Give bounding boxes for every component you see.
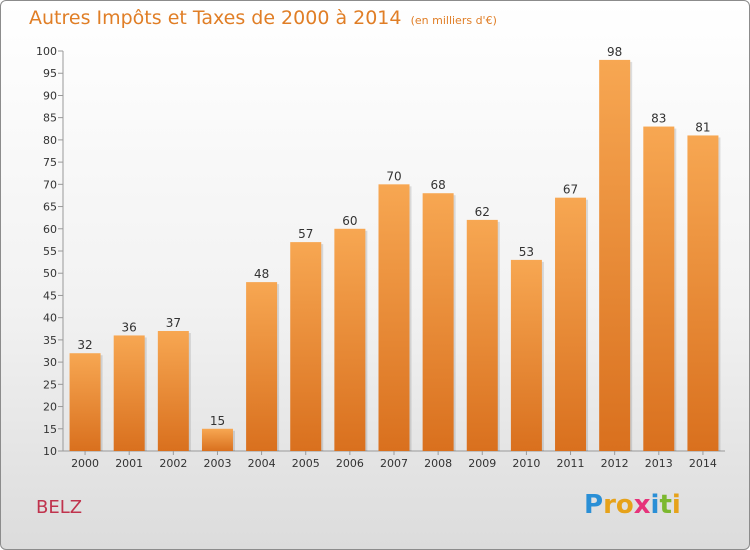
y-tick-label: 65 (43, 201, 57, 214)
y-tick-label: 55 (43, 245, 57, 258)
logo-letter: x (633, 490, 651, 520)
y-tick-label: 70 (43, 178, 57, 191)
x-tick-label: 2003 (203, 457, 231, 470)
y-tick-label: 90 (43, 89, 57, 102)
y-tick-label: 100 (36, 45, 57, 58)
y-tick-label: 75 (43, 156, 57, 169)
bar-value-label: 68 (430, 178, 445, 192)
bar-value-label: 36 (122, 320, 137, 334)
x-tick-label: 2008 (424, 457, 452, 470)
logo-letter: r (603, 490, 616, 520)
x-tick-label: 2007 (380, 457, 408, 470)
x-tick-label: 2010 (512, 457, 540, 470)
chart-title-unit: (en milliers d'€) (410, 14, 497, 27)
y-tick-label: 45 (43, 289, 57, 302)
commune-name: BELZ (36, 497, 83, 518)
bar-value-label: 37 (166, 316, 181, 330)
bar (466, 219, 498, 451)
x-tick-label: 2005 (292, 457, 320, 470)
bar-value-label: 98 (607, 45, 622, 59)
x-tick-label: 2002 (159, 457, 187, 470)
logo-letter: o (615, 490, 634, 520)
y-tick-label: 50 (43, 267, 57, 280)
bar (157, 331, 189, 451)
bars: 32 36 37 15 48 57 60 70 68 62 53 67 98 83 81 (69, 45, 721, 452)
bar-value-label: 53 (519, 245, 534, 259)
logo-letter: i (650, 490, 660, 520)
bar (246, 282, 278, 451)
y-tick-label: 15 (43, 423, 57, 436)
bar (290, 242, 322, 451)
bar (599, 59, 631, 452)
y-tick-label: 35 (43, 334, 57, 347)
y-tick-label: 60 (43, 223, 57, 236)
x-tick-label: 2013 (645, 457, 673, 470)
x-tick-label: 2001 (115, 457, 143, 470)
y-tick-label: 25 (43, 378, 57, 391)
bar-value-label: 48 (254, 267, 269, 281)
bar (113, 335, 145, 451)
chart-title: Autres Impôts et Taxes de 2000 à 2014 (e… (29, 7, 497, 29)
bar (510, 259, 542, 451)
x-tick-label: 2011 (557, 457, 585, 470)
bar-value-label: 62 (475, 205, 490, 219)
bar (643, 126, 675, 452)
y-tick-label: 30 (43, 356, 57, 369)
bar-value-label: 83 (651, 112, 666, 126)
bar (555, 197, 587, 451)
y-tick-label: 40 (43, 312, 57, 325)
y-tick-label: 95 (43, 67, 57, 80)
y-tick-label: 80 (43, 134, 57, 147)
y-tick-label: 85 (43, 112, 57, 125)
x-tick-label: 2014 (689, 457, 717, 470)
bar-value-label: 32 (77, 338, 92, 352)
logo-letter: i (671, 490, 681, 520)
bar (378, 184, 410, 452)
bar (69, 353, 101, 451)
proxiti-logo: Proxiti (584, 490, 681, 520)
y-tick-label: 10 (43, 445, 57, 458)
x-tick-label: 2006 (336, 457, 364, 470)
bar (334, 228, 366, 451)
logo-letter: t (659, 490, 672, 520)
logo-letter: P (584, 490, 604, 520)
bar (422, 193, 454, 451)
bar-value-label: 15 (210, 414, 225, 428)
x-tick-label: 2012 (601, 457, 629, 470)
x-tick-label: 2004 (248, 457, 276, 470)
x-tick-label: 2009 (468, 457, 496, 470)
bar (687, 135, 719, 451)
x-tick-label: 2000 (71, 457, 99, 470)
y-tick-label: 20 (43, 401, 57, 414)
bar-value-label: 60 (342, 214, 357, 228)
chart-title-main: Autres Impôts et Taxes de 2000 à 2014 (29, 7, 402, 29)
bar-value-label: 67 (563, 183, 578, 197)
bar-value-label: 57 (298, 227, 313, 241)
bar-value-label: 70 (386, 169, 401, 183)
bar-value-label: 81 (695, 120, 710, 134)
bar (201, 428, 233, 451)
